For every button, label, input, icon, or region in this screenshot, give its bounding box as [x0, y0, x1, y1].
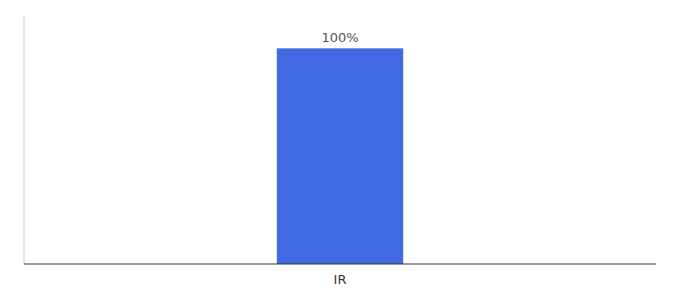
bar: [277, 48, 403, 264]
x-axis-line: [24, 264, 656, 265]
page: {"chart_data": {"type": "bar", "categori…: [0, 0, 680, 300]
y-axis-line: [24, 16, 25, 264]
data-label: 100%: [321, 30, 358, 45]
chart-svg: IR 100%: [0, 0, 680, 300]
x-tick-label: IR: [334, 272, 347, 287]
chart-container: IR 100%: [0, 0, 680, 300]
bars: [277, 48, 403, 264]
